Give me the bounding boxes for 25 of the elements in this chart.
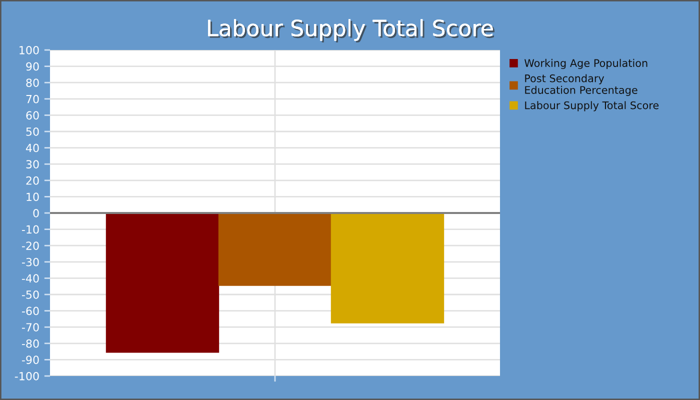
y-tick-label: -40 (22, 274, 39, 283)
y-tick-label: -50 (22, 290, 39, 299)
y-tick-label: 90 (26, 62, 39, 71)
y-tick-label: 10 (26, 192, 39, 202)
y-tick-label: -90 (22, 356, 39, 364)
y-tick-label: -100 (14, 372, 39, 380)
y-tick-label: 30 (26, 160, 39, 168)
y-tick-label: -10 (22, 225, 39, 234)
y-tick-label: 0 (33, 208, 39, 218)
y-tick-label: 100 (20, 46, 39, 54)
y-tick-label: 80 (26, 78, 39, 87)
y-tick-label: -30 (22, 258, 39, 266)
y-tick-label: -60 (22, 306, 39, 316)
y-tick-label: -20 (22, 242, 39, 250)
legend-label: Post Secondary Education Percentage (525, 74, 638, 96)
legend-label: Working Age Population (524, 58, 648, 70)
y-tick-label: 60 (26, 111, 39, 120)
y-tick-label: 40 (26, 144, 39, 152)
y-tick-label: 70 (26, 94, 39, 104)
chart-title: Labour Supply Total Score (208, 19, 494, 42)
y-tick-label: 20 (26, 176, 39, 185)
y-tick-label: 50 (26, 127, 39, 136)
y-tick-label: -70 (22, 323, 39, 332)
legend-label: Labour Supply Total Score (525, 101, 659, 112)
y-tick-label: -80 (22, 339, 39, 348)
